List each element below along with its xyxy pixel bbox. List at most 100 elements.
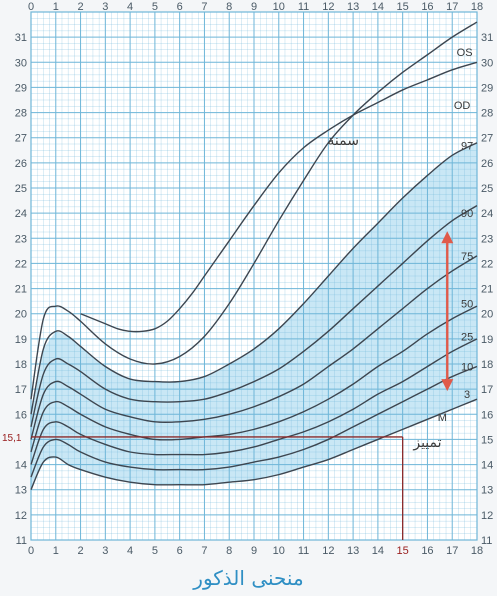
y-tick-label-right: 23 <box>481 233 493 245</box>
plot-frame <box>30 11 478 541</box>
x-tick-label-top: 4 <box>127 1 133 13</box>
y-tick-label-right: 14 <box>481 460 493 472</box>
y-tick-label-right: 27 <box>481 133 493 145</box>
y-tick-label-right: 15 <box>481 434 493 446</box>
series-line-3 <box>30 398 478 490</box>
y-tick-label-right: 13 <box>481 485 493 497</box>
x-tick-label-bottom: 0 <box>28 545 34 557</box>
x-tick-label-top: 5 <box>152 1 158 13</box>
y-tick-label-right: 12 <box>481 510 493 522</box>
marker-y-label: 15,1 <box>2 433 22 444</box>
y-tick-label-right: 29 <box>481 82 493 94</box>
x-tick-label-top: 2 <box>77 1 83 13</box>
x-tick-label-bottom: 9 <box>251 545 257 557</box>
x-tick-label-top: 18 <box>471 1 483 13</box>
x-tick-label-bottom: 1 <box>53 545 59 557</box>
y-tick-label-left: 24 <box>15 208 27 220</box>
y-tick-label-right: 20 <box>481 309 493 321</box>
x-tick-label-bottom: 6 <box>177 545 183 557</box>
y-tick-label-left: 20 <box>15 309 27 321</box>
x-tick-label-bottom: 5 <box>152 545 158 557</box>
y-tick-label-left: 18 <box>15 359 27 371</box>
y-tick-label-right: 28 <box>481 108 493 120</box>
x-tick-label-bottom: 10 <box>273 545 285 557</box>
x-tick-label-top: 16 <box>421 1 433 13</box>
y-tick-label-left: 16 <box>15 409 27 421</box>
y-tick-label-left: 13 <box>15 485 27 497</box>
x-tick-label-bottom: 17 <box>446 545 458 557</box>
x-tick-label-top: 9 <box>251 1 257 13</box>
y-tick-label-left: 17 <box>15 384 27 396</box>
x-tick-label-bottom: 8 <box>226 545 232 557</box>
y-tick-label-right: 16 <box>481 409 493 421</box>
series-line-75 <box>30 255 478 440</box>
x-tick-label-top: 1 <box>53 1 59 13</box>
x-tick-label-bottom: 12 <box>322 545 334 557</box>
y-tick-label-left: 28 <box>15 108 27 120</box>
series-line-od <box>30 21 478 400</box>
y-tick-label-left: 27 <box>15 133 27 145</box>
x-tick-label-top: 13 <box>347 1 359 13</box>
curve-label: 97 <box>461 140 473 152</box>
x-tick-label-top: 7 <box>201 1 207 13</box>
y-tick-label-left: 30 <box>15 57 27 69</box>
x-tick-label-top: 3 <box>102 1 108 13</box>
series-line-97 <box>30 142 478 415</box>
series-line-10 <box>30 365 478 478</box>
y-tick-label-right: 24 <box>481 208 493 220</box>
curve-label: 25 <box>461 331 473 343</box>
x-tick-label-top: 0 <box>28 1 34 13</box>
series-line-extra-0 <box>80 61 478 333</box>
y-tick-label-right: 21 <box>481 284 493 296</box>
curve-label: 90 <box>461 208 473 220</box>
chart-title: منحنى الذكور <box>193 566 304 590</box>
y-tick-label-left: 26 <box>15 158 27 170</box>
curve-label: 50 <box>461 299 473 311</box>
y-tick-label-right: 31 <box>481 32 493 44</box>
y-tick-label-right: 19 <box>481 334 493 346</box>
y-tick-label-right: 18 <box>481 359 493 371</box>
y-tick-label-left: 21 <box>15 284 27 296</box>
annotation-label: سمنة <box>327 133 359 149</box>
y-tick-label-left: 19 <box>15 334 27 346</box>
y-tick-label-left: 23 <box>15 233 27 245</box>
y-tick-label-left: 11 <box>16 535 27 547</box>
series-line-90 <box>30 205 478 428</box>
x-tick-label-bottom: 3 <box>102 545 108 557</box>
x-tick-label-bottom: 18 <box>471 545 483 557</box>
y-tick-label-left: 29 <box>15 82 27 94</box>
x-tick-label-top: 10 <box>273 1 285 13</box>
x-tick-label-top: 12 <box>322 1 334 13</box>
series-line-25 <box>30 338 478 465</box>
x-tick-label-bottom: 2 <box>77 545 83 557</box>
x-tick-label-top: 15 <box>397 1 409 13</box>
curve-label: OD <box>454 100 471 112</box>
x-tick-label-bottom: 16 <box>421 545 433 557</box>
y-tick-label-right: 26 <box>481 158 493 170</box>
x-tick-label-top: 14 <box>372 1 384 13</box>
x-tick-label-top: 6 <box>177 1 183 13</box>
curve-label: 3 <box>464 389 470 401</box>
y-tick-label-left: 14 <box>15 460 27 472</box>
y-tick-label-left: 22 <box>15 258 27 270</box>
range-arrow-head-up <box>441 231 454 244</box>
x-tick-label-bottom: 14 <box>372 545 384 557</box>
x-tick-label-top: 8 <box>226 1 232 13</box>
curve-label: M <box>438 412 447 424</box>
curve-label: 75 <box>461 251 473 263</box>
y-tick-label-left: 25 <box>15 183 27 195</box>
y-tick-label-left: 31 <box>15 32 27 44</box>
y-tick-label-right: 11 <box>481 535 492 547</box>
curve-label: OS <box>457 47 473 59</box>
x-tick-label-bottom: 11 <box>298 545 309 557</box>
y-tick-label-right: 22 <box>481 258 493 270</box>
range-arrow-head-down <box>441 379 454 392</box>
x-tick-label-bottom: 13 <box>347 545 359 557</box>
curve-label: 10 <box>461 362 473 374</box>
annotation-label: تمييز <box>412 435 441 451</box>
y-tick-label-right: 30 <box>481 57 493 69</box>
x-tick-label-top: 17 <box>446 1 458 13</box>
marker-x-label: 15 <box>397 545 409 557</box>
